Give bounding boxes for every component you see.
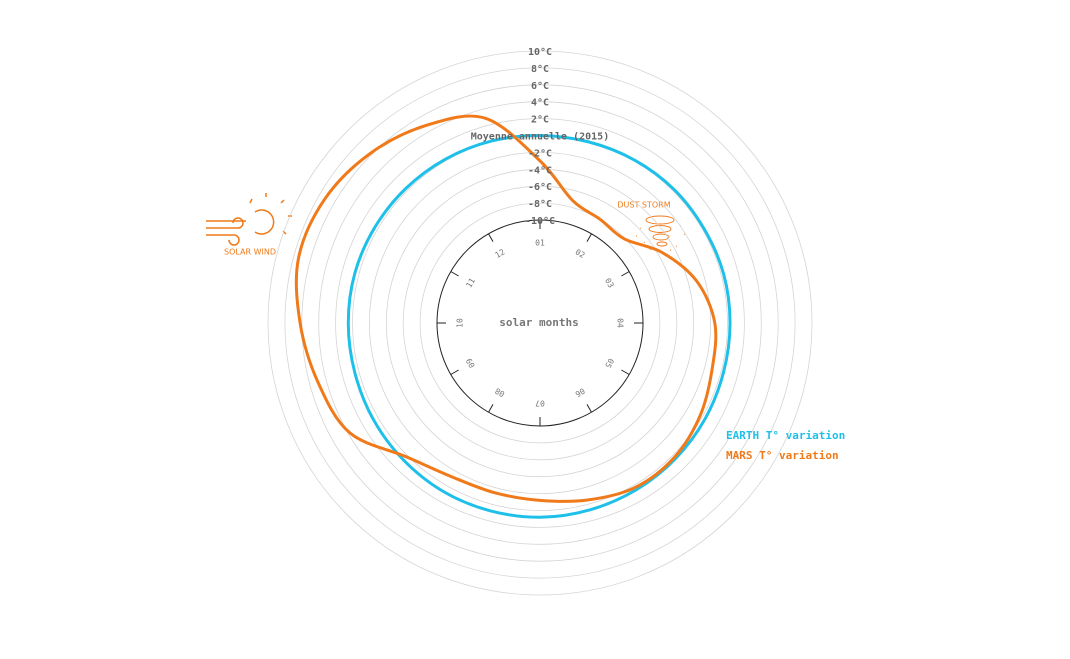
grid-ring bbox=[284, 67, 796, 579]
annotation: DUST STORM bbox=[617, 201, 670, 210]
month-label: 06 bbox=[573, 386, 586, 399]
month-label: 04 bbox=[616, 318, 625, 328]
grid-ring bbox=[267, 50, 813, 596]
y-tick-label: 8°C bbox=[531, 64, 549, 75]
month-label: 08 bbox=[493, 386, 506, 399]
y-tick-label: Moyenne annuelle (2015) bbox=[471, 132, 609, 143]
y-tick-label: -4°C bbox=[528, 165, 552, 176]
month-tick bbox=[621, 369, 630, 375]
grid-ring bbox=[419, 202, 661, 444]
legend-label: MARS T° variation bbox=[726, 449, 839, 462]
month-label: 09 bbox=[464, 356, 477, 369]
solar-wind-icon bbox=[206, 193, 292, 246]
annotation: SOLAR WIND bbox=[224, 248, 276, 257]
month-tick bbox=[450, 271, 459, 277]
month-label: 03 bbox=[603, 277, 616, 290]
month-label: 11 bbox=[464, 276, 477, 289]
series-line bbox=[294, 114, 718, 503]
center-label: solar months bbox=[499, 316, 578, 329]
month-label: 05 bbox=[603, 357, 616, 370]
month-label: 02 bbox=[574, 247, 587, 260]
month-label: 12 bbox=[494, 247, 507, 260]
grid-ring bbox=[385, 168, 695, 478]
dust-storm-icon bbox=[636, 215, 686, 251]
month-tick bbox=[586, 233, 592, 242]
grid-ring bbox=[368, 151, 712, 495]
month-label: 01 bbox=[535, 239, 545, 248]
y-tick-label: 6°C bbox=[531, 81, 549, 92]
month-tick bbox=[488, 233, 494, 242]
month-label: 10 bbox=[456, 318, 465, 328]
legend-label: EARTH T° variation bbox=[726, 429, 845, 442]
y-tick-label: -2°C bbox=[528, 148, 552, 159]
month-tick bbox=[621, 271, 630, 277]
y-tick-label: 10°C bbox=[528, 47, 552, 58]
month-tick bbox=[488, 404, 494, 413]
month-tick bbox=[586, 404, 592, 413]
month-tick bbox=[450, 369, 459, 375]
y-tick-label: -6°C bbox=[528, 182, 552, 193]
series-line bbox=[346, 133, 732, 519]
grid-ring bbox=[301, 84, 779, 562]
y-tick-label: 4°C bbox=[531, 98, 549, 109]
month-label: 07 bbox=[535, 399, 545, 408]
y-tick-label: -10°C bbox=[525, 216, 555, 227]
y-tick-label: 2°C bbox=[531, 115, 549, 126]
grid-ring bbox=[402, 185, 678, 461]
grid-ring bbox=[318, 101, 762, 545]
y-tick-label: -8°C bbox=[528, 199, 552, 210]
grid-ring bbox=[335, 118, 745, 528]
